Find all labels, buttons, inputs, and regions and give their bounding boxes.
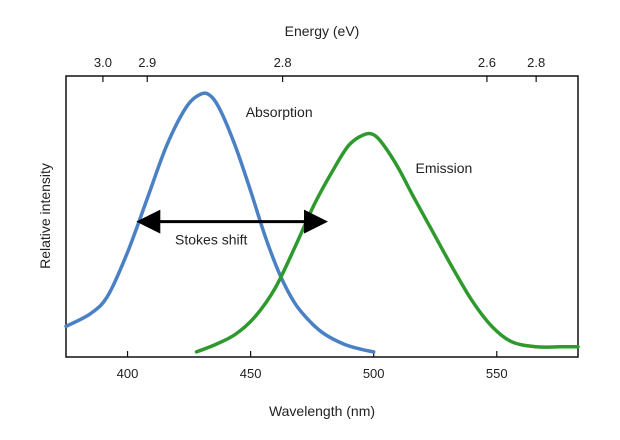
- bottom-tick-label: 400: [117, 366, 139, 381]
- bottom-axis-ticks: 400 450 500 550: [117, 351, 508, 381]
- bottom-tick-label: 550: [486, 366, 508, 381]
- top-tick-label: 2.8: [274, 55, 292, 70]
- x-axis-title: Wavelength (nm): [269, 403, 375, 419]
- top-tick-label: 2.6: [478, 55, 496, 70]
- bottom-tick-label: 450: [240, 366, 262, 381]
- top-tick-label: 2.9: [138, 55, 156, 70]
- emission-curve: [194, 131, 580, 354]
- emission-label: Emission: [416, 160, 473, 176]
- y-axis-title: Relative intensity: [37, 163, 53, 269]
- plot-frame: [65, 75, 579, 358]
- stokes-shift-label: Stokes shift: [175, 232, 247, 248]
- absorption-curve: [64, 91, 376, 354]
- top-axis-ticks: 3.0 2.9 2.8 2.6 2.8: [94, 55, 545, 82]
- top-tick-label: 3.0: [94, 55, 112, 70]
- top-axis-title: Energy (eV): [285, 23, 360, 39]
- series-layer: [64, 91, 580, 354]
- top-tick-label: 2.8: [527, 55, 545, 70]
- absorption-label: Absorption: [246, 104, 313, 120]
- bottom-tick-label: 500: [363, 366, 385, 381]
